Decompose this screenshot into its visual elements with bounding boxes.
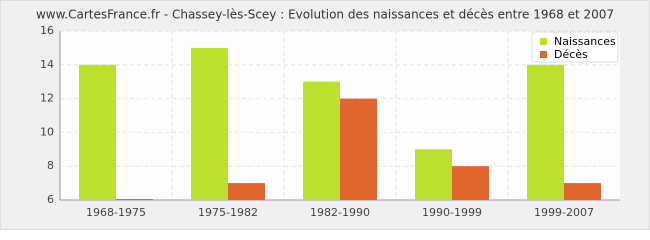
chart-title: www.CartesFrance.fr - Chassey-lès-Scey :… [36,8,614,22]
legend-label: Décès [554,48,588,61]
legend-label: Naissances [554,35,616,48]
legend-box [531,31,619,63]
bar [527,64,564,200]
y-tick-label: 12 [40,92,54,105]
bar [303,81,340,200]
y-tick-label: 10 [40,125,54,138]
bar [340,98,377,200]
x-tick-label: 1999-2007 [534,206,594,219]
bar [415,149,452,200]
legend-swatch [540,38,547,45]
chart: www.CartesFrance.fr - Chassey-lès-Scey :… [0,0,650,230]
bar [191,47,228,201]
bar [564,183,601,200]
y-tick-label: 8 [47,159,54,172]
y-tick-label: 16 [40,24,54,37]
bar [228,183,265,200]
bar [79,64,116,200]
y-tick-label: 6 [47,193,54,206]
x-tick-label: 1990-1999 [422,206,482,219]
y-tick-label: 14 [40,58,54,71]
bar [116,199,153,200]
bar [452,166,489,200]
x-tick-label: 1968-1975 [86,206,146,219]
legend-swatch [540,51,547,58]
x-tick-label: 1975-1982 [198,206,258,219]
x-tick-label: 1982-1990 [310,206,370,219]
